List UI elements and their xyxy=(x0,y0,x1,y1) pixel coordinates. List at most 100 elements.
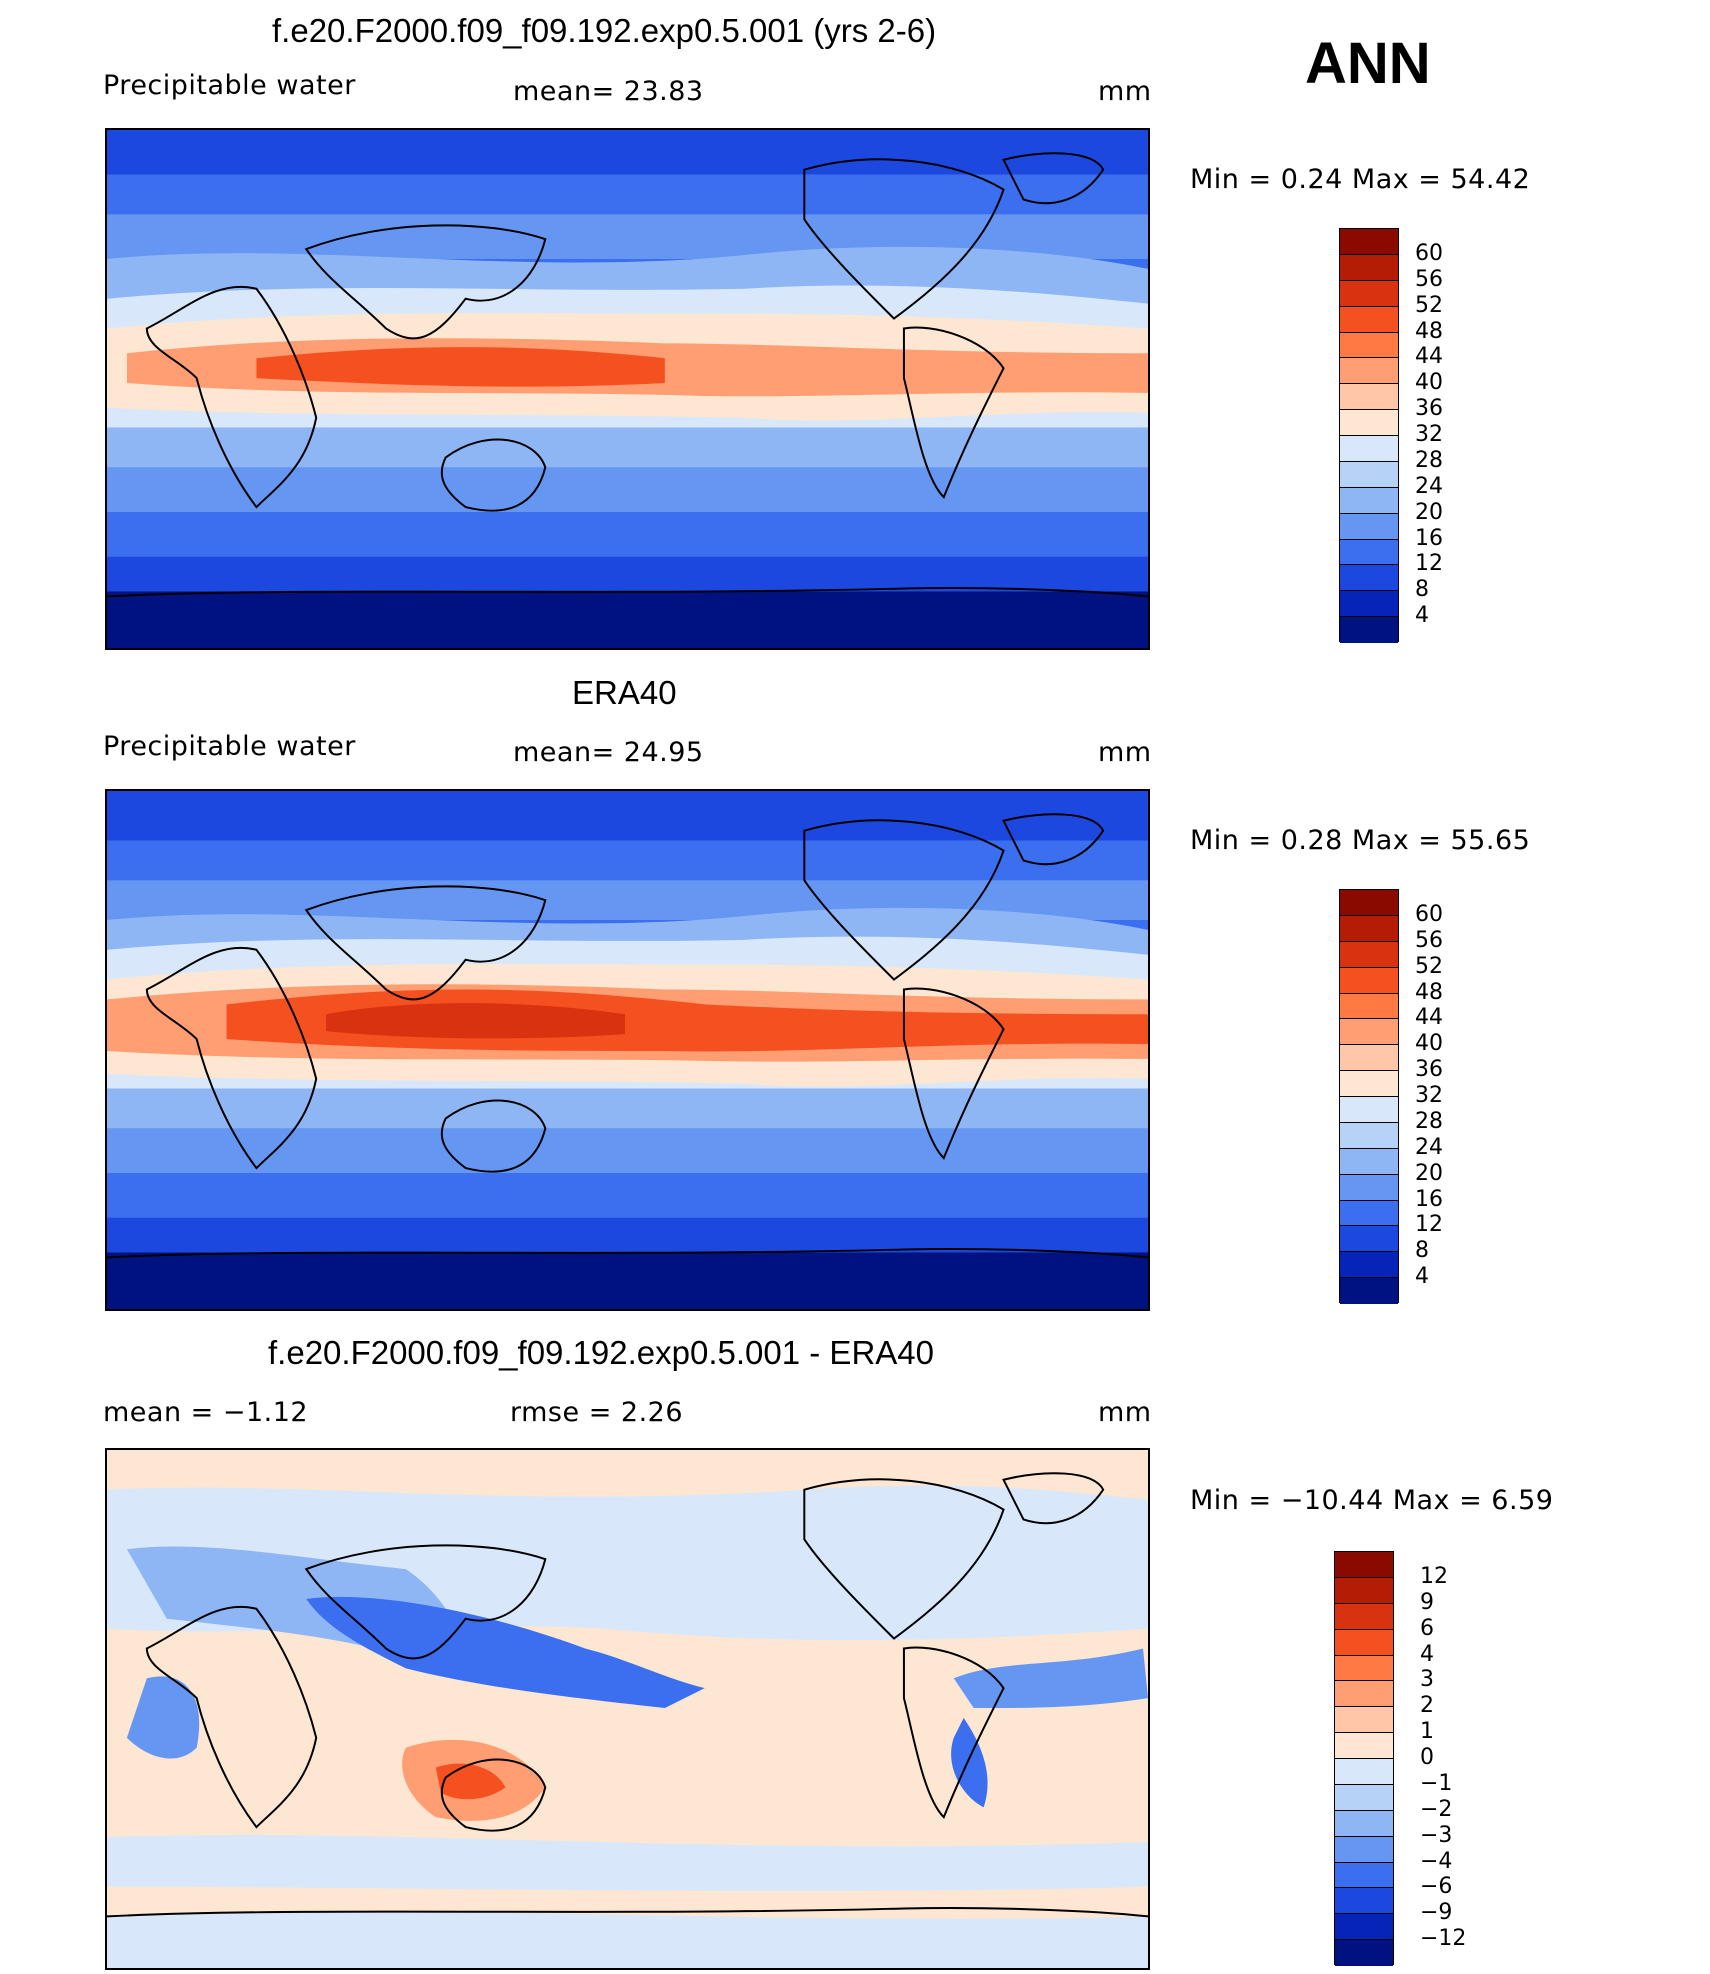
colorbar xyxy=(1334,1551,1394,1966)
colorbar-tick-label: 24 xyxy=(1415,473,1443,499)
panel-title: f.e20.F2000.f09_f09.192.exp0.5.001 (yrs … xyxy=(272,12,937,49)
colorbar-swatch xyxy=(1340,617,1398,643)
colorbar-swatch xyxy=(1335,1577,1393,1604)
minmax-label: Min = 0.24 Max = 54.42 xyxy=(1190,164,1531,195)
colorbar-tick-label: 56 xyxy=(1415,266,1443,292)
minmax-label: Min = 0.28 Max = 55.65 xyxy=(1190,825,1531,856)
colorbar-swatch xyxy=(1340,1278,1398,1304)
colorbar-tick-label: 60 xyxy=(1415,240,1443,266)
colorbar-swatch xyxy=(1340,358,1398,385)
colorbar-tick-label: 44 xyxy=(1415,344,1443,370)
colorbar-swatch xyxy=(1340,513,1398,540)
colorbar-swatch xyxy=(1340,565,1398,592)
units-label: mm xyxy=(1098,76,1152,107)
colorbar-tick-label: 12 xyxy=(1415,551,1443,577)
colorbar xyxy=(1339,228,1399,643)
colorbar-tick-label: 0 xyxy=(1420,1745,1434,1770)
colorbar-swatch xyxy=(1340,1200,1398,1227)
colorbar-tick-label: 52 xyxy=(1415,292,1443,318)
season-label: ANN xyxy=(1305,31,1431,96)
colorbar-swatch xyxy=(1335,1733,1393,1759)
colorbar-swatch xyxy=(1340,436,1398,462)
colorbar-swatch xyxy=(1340,1252,1398,1279)
colorbar-swatch xyxy=(1335,1681,1393,1708)
colorbar-tick-label: 4 xyxy=(1420,1641,1434,1667)
colorbar-tick-label: 2 xyxy=(1420,1693,1434,1719)
map-diff xyxy=(105,1448,1150,1970)
colorbar-swatch xyxy=(1340,229,1398,255)
colorbar-swatch xyxy=(1340,332,1398,359)
colorbar-swatch xyxy=(1335,1784,1393,1811)
colorbar-swatch xyxy=(1340,280,1398,307)
colorbar-tick-label: 56 xyxy=(1415,927,1443,953)
colorbar-tick-label: 40 xyxy=(1415,1031,1443,1057)
mean-label: mean = −1.12 xyxy=(103,1397,309,1428)
colorbar-tick-label: 8 xyxy=(1415,1238,1429,1264)
mean-label: mean= 23.83 xyxy=(513,76,704,107)
colorbar-swatch xyxy=(1340,384,1398,411)
colorbar-tick-label: −6 xyxy=(1420,1874,1453,1900)
colorbar-tick-label: 52 xyxy=(1415,953,1443,979)
colorbar-tick-label: 1 xyxy=(1420,1719,1434,1745)
colorbar-swatch xyxy=(1335,1836,1393,1863)
colorbar-tick-label: 3 xyxy=(1420,1667,1434,1693)
minmax-label: Min = −10.44 Max = 6.59 xyxy=(1190,1485,1554,1516)
mean-label: mean= 24.95 xyxy=(513,737,704,768)
colorbar-tick-label: 48 xyxy=(1415,318,1443,344)
colorbar-swatch xyxy=(1340,1045,1398,1072)
map-plot xyxy=(107,791,1148,1309)
colorbar-tick-label: 32 xyxy=(1415,1083,1443,1108)
colorbar-tick-label: 28 xyxy=(1415,1108,1443,1134)
colorbar-swatch xyxy=(1340,1122,1398,1149)
colorbar-tick-label: 12 xyxy=(1415,1212,1443,1238)
colorbar-tick-label: 4 xyxy=(1415,1264,1429,1290)
colorbar-tick-label: −12 xyxy=(1420,1926,1467,1952)
map-plot xyxy=(107,130,1148,648)
colorbar-swatch xyxy=(1335,1862,1393,1889)
colorbar-swatch xyxy=(1340,306,1398,333)
map-plot xyxy=(107,1450,1148,1968)
colorbar-tick-label: 4 xyxy=(1415,603,1429,629)
colorbar-tick-label: 8 xyxy=(1415,577,1429,603)
map-obs xyxy=(105,789,1150,1311)
colorbar-tick-label: 20 xyxy=(1415,1160,1443,1186)
colorbar-tick-label: −4 xyxy=(1420,1848,1453,1874)
panel-title: f.e20.F2000.f09_f09.192.exp0.5.001 - ERA… xyxy=(268,1334,934,1371)
colorbar-tick-label: 48 xyxy=(1415,979,1443,1005)
colorbar-tick-label: 36 xyxy=(1415,396,1443,422)
map-model xyxy=(105,128,1150,650)
colorbar-tick-label: −9 xyxy=(1420,1900,1453,1926)
colorbar-swatch xyxy=(1335,1940,1393,1966)
colorbar-tick-label: 28 xyxy=(1415,447,1443,473)
units-label: mm xyxy=(1098,737,1152,768)
colorbar-tick-label: 36 xyxy=(1415,1057,1443,1083)
colorbar-swatch xyxy=(1340,254,1398,281)
colorbar-tick-label: 40 xyxy=(1415,370,1443,396)
colorbar-swatch xyxy=(1340,487,1398,514)
colorbar-swatch xyxy=(1340,967,1398,994)
colorbar-tick-label: 16 xyxy=(1415,1186,1443,1212)
colorbar-swatch xyxy=(1335,1552,1393,1578)
colorbar-tick-label: −1 xyxy=(1420,1770,1453,1796)
colorbar xyxy=(1339,889,1399,1304)
colorbar-tick-label: 60 xyxy=(1415,901,1443,927)
colorbar-tick-label: 16 xyxy=(1415,525,1443,551)
colorbar-swatch xyxy=(1335,1629,1393,1656)
colorbar-swatch xyxy=(1340,461,1398,488)
colorbar-swatch xyxy=(1340,539,1398,566)
colorbar-swatch xyxy=(1335,1759,1393,1785)
colorbar-tick-label: 32 xyxy=(1415,422,1443,447)
field-label: Precipitable water xyxy=(103,70,356,101)
colorbar-swatch xyxy=(1340,410,1398,436)
colorbar-tick-label: −3 xyxy=(1420,1822,1453,1848)
colorbar-swatch xyxy=(1335,1810,1393,1837)
colorbar-swatch xyxy=(1335,1914,1393,1941)
colorbar-swatch xyxy=(1335,1603,1393,1630)
field-label: Precipitable water xyxy=(103,731,356,762)
colorbar-swatch xyxy=(1340,1019,1398,1046)
colorbar-tick-label: 12 xyxy=(1420,1563,1448,1589)
colorbar-swatch xyxy=(1340,1226,1398,1253)
colorbar-tick-label: 24 xyxy=(1415,1134,1443,1160)
rmse-label: rmse = 2.26 xyxy=(510,1397,684,1428)
colorbar-tick-label: 44 xyxy=(1415,1005,1443,1031)
